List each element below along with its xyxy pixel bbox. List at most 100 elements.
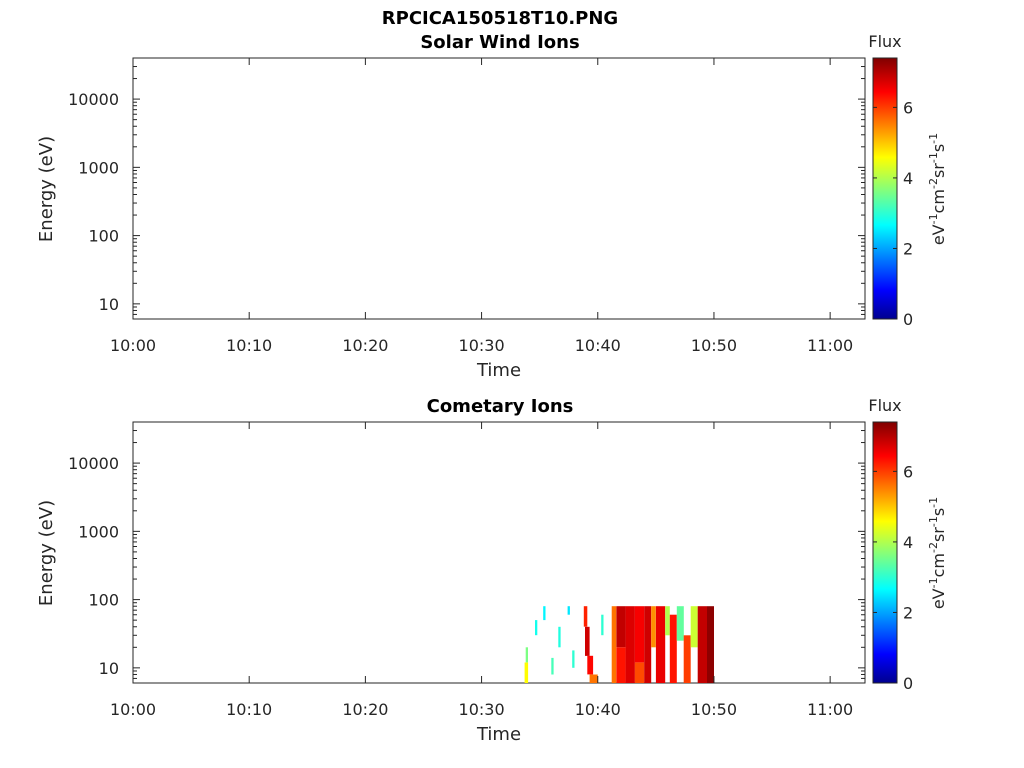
- colorbar: [872, 57, 898, 320]
- heatmap-cell: [587, 655, 594, 675]
- colorbar-tick-label: 4: [903, 169, 913, 188]
- y-tick-label: 100: [88, 227, 119, 246]
- x-tick-label: 10:30: [459, 700, 505, 719]
- heatmap-cell: [690, 606, 698, 648]
- y-tick-label: 10000: [68, 454, 119, 473]
- heatmap-cell: [697, 606, 707, 683]
- y-tick-label: 10000: [68, 90, 119, 109]
- heatmap-cell: [558, 626, 561, 648]
- unit-exp: -1: [927, 497, 940, 508]
- heatmap-cell: [524, 662, 529, 683]
- heatmap-cell: [634, 662, 645, 683]
- y-axis-label: Energy (eV): [36, 500, 57, 606]
- colorbar-tick-label: 6: [903, 98, 913, 117]
- heatmap-cell: [625, 606, 635, 683]
- colorbar-tick-label: 6: [903, 462, 913, 481]
- heatmap-cells: [524, 606, 714, 683]
- heatmap-cell: [634, 606, 645, 663]
- colorbar-ticks: 0 2 4 6: [873, 462, 913, 693]
- unit-base: cm: [929, 553, 948, 577]
- colorbar-label: Flux: [868, 396, 901, 415]
- unit-base: s: [929, 508, 948, 516]
- x-tick-label: 10:50: [691, 336, 737, 355]
- heatmap-cell: [535, 620, 538, 636]
- unit-base: cm: [929, 189, 948, 213]
- colorbar-tick-label: 2: [903, 239, 913, 258]
- colorbar: [872, 421, 898, 684]
- unit-exp: -1: [927, 133, 940, 144]
- x-axis-ticks: 10:00 10:10 10:20 10:30 10:40 10:50 11:00: [110, 58, 853, 355]
- x-tick-label: 10:50: [691, 700, 737, 719]
- y-tick-label: 100: [88, 591, 119, 610]
- heatmap-cell: [543, 606, 546, 621]
- heatmap-cell: [525, 647, 528, 663]
- unit-exp: -1: [927, 152, 940, 163]
- heatmap-cell: [585, 626, 590, 656]
- colorbar-unit: eV-1cm-2sr-1s-1: [927, 133, 948, 245]
- x-tick-label: 10:20: [342, 336, 388, 355]
- panel-title: Solar Wind Ions: [420, 32, 579, 53]
- unit-base: s: [929, 144, 948, 152]
- y-tick-label: 1000: [78, 522, 119, 541]
- heatmap-cell: [669, 614, 677, 683]
- heatmap-cell: [655, 606, 666, 683]
- x-tick-label: 11:00: [807, 700, 853, 719]
- colorbar-tick-label: 4: [903, 533, 913, 552]
- heatmap-cell: [572, 650, 575, 668]
- x-tick-label: 10:00: [110, 336, 156, 355]
- heatmap-cell: [601, 614, 604, 636]
- y-tick-label: 10: [99, 295, 119, 314]
- x-tick-label: 10:40: [575, 700, 621, 719]
- x-axis-label: Time: [476, 724, 521, 745]
- y-axis-ticks: 10 100 1000 10000: [68, 421, 865, 684]
- heatmap-cell: [707, 606, 714, 683]
- colorbar-label: Flux: [868, 32, 901, 51]
- unit-base: sr: [929, 163, 948, 178]
- y-axis-label: Energy (eV): [36, 136, 57, 242]
- unit-base: sr: [929, 527, 948, 542]
- colorbar-tick-label: 0: [903, 310, 913, 329]
- colorbar-unit: eV-1cm-2sr-1s-1: [927, 497, 948, 609]
- heatmap-cell: [644, 606, 652, 683]
- unit-exp: -2: [927, 542, 940, 553]
- unit-exp: -1: [927, 213, 940, 224]
- heatmap-cell: [651, 606, 656, 648]
- x-axis-label: Time: [476, 360, 521, 381]
- unit-exp: -2: [927, 178, 940, 189]
- x-tick-label: 11:00: [807, 336, 853, 355]
- x-tick-label: 10:20: [342, 700, 388, 719]
- unit-exp: -1: [927, 577, 940, 588]
- x-tick-label: 10:00: [110, 700, 156, 719]
- panel-solar-wind-ions: Solar Wind Ions 10:00 10:10 10:20 10:30 10:4…: [36, 32, 948, 381]
- x-tick-label: 10:30: [459, 336, 505, 355]
- colorbar-tick-label: 0: [903, 674, 913, 693]
- y-axis-ticks: 10 100 1000 10000: [68, 57, 865, 320]
- heatmap-cell: [616, 647, 626, 683]
- plot-area: [132, 57, 866, 320]
- heatmap-cell: [683, 635, 691, 683]
- y-tick-label: 1000: [78, 158, 119, 177]
- x-tick-label: 10:10: [226, 336, 272, 355]
- x-axis-ticks: 10:00 10:10 10:20 10:30 10:40 10:50 11:00: [110, 422, 853, 719]
- figure-title: RPCICA150518T10.PNG: [382, 8, 618, 29]
- plot-area: [132, 421, 866, 684]
- heatmap-cell: [616, 606, 626, 648]
- x-tick-label: 10:40: [575, 336, 621, 355]
- colorbar-tick-label: 2: [903, 603, 913, 622]
- panel-title: Cometary Ions: [427, 396, 574, 417]
- heatmap-cell: [611, 606, 617, 683]
- heatmap-cell: [676, 606, 684, 641]
- heatmap-cell: [589, 674, 598, 683]
- unit-base: eV: [929, 224, 948, 245]
- heatmap-cell: [551, 657, 554, 675]
- y-tick-label: 10: [99, 659, 119, 678]
- unit-exp: -1: [927, 516, 940, 527]
- heatmap-cell: [567, 606, 570, 615]
- heatmap-cell: [583, 606, 588, 627]
- heatmap-cell: [665, 606, 670, 636]
- panel-cometary-ions: Cometary Ions 10:00 10:10 10:20 10:30 10:40 1…: [36, 396, 948, 745]
- x-tick-label: 10:10: [226, 700, 272, 719]
- unit-base: eV: [929, 588, 948, 609]
- colorbar-ticks: 0 2 4 6: [873, 98, 913, 329]
